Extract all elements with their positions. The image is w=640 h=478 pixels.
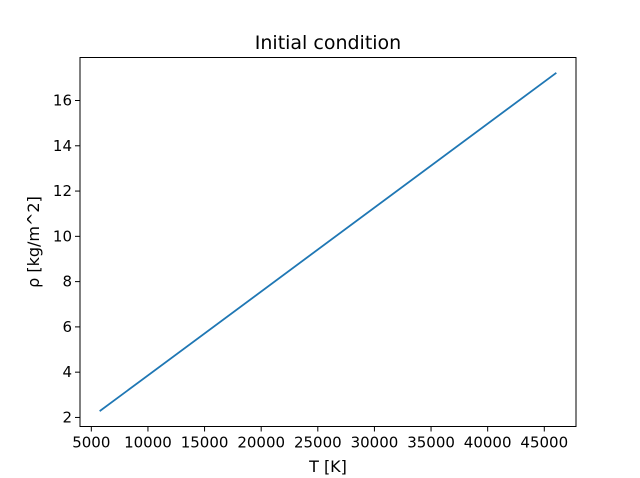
- x-tick-label: 35000: [407, 434, 455, 452]
- x-tick-label: 40000: [464, 434, 512, 452]
- y-tick-label: 16: [53, 92, 72, 110]
- x-tick-label: 20000: [237, 434, 285, 452]
- x-axis-ticks: 5000 10000 15000 20000 25000 30000 35000 40000 4…: [72, 426, 568, 452]
- y-axis-ticks: 2 4 6 8 10 12 14 16: [53, 92, 80, 426]
- y-tick-label: 8: [62, 273, 72, 291]
- x-tick-label: 10000: [124, 434, 172, 452]
- x-tick-label: 15000: [181, 434, 229, 452]
- y-tick-label: 14: [53, 137, 72, 155]
- y-tick-label: 2: [62, 408, 72, 426]
- series-line: [99, 72, 557, 412]
- y-tick-label: 4: [62, 363, 72, 381]
- series-layer: [99, 72, 557, 412]
- chart-title: Initial condition: [255, 32, 401, 54]
- x-axis-label: T [K]: [308, 457, 347, 476]
- y-axis-label: ρ [kg/m^2]: [24, 196, 43, 288]
- y-tick-label: 10: [53, 227, 72, 245]
- plot-frame: [79, 57, 577, 427]
- x-tick-label: 45000: [520, 434, 568, 452]
- x-tick-label: 25000: [294, 434, 342, 452]
- y-tick-label: 6: [62, 318, 72, 336]
- x-tick-label: 30000: [351, 434, 399, 452]
- y-tick-label: 12: [53, 182, 72, 200]
- x-tick-label: 5000: [72, 434, 110, 452]
